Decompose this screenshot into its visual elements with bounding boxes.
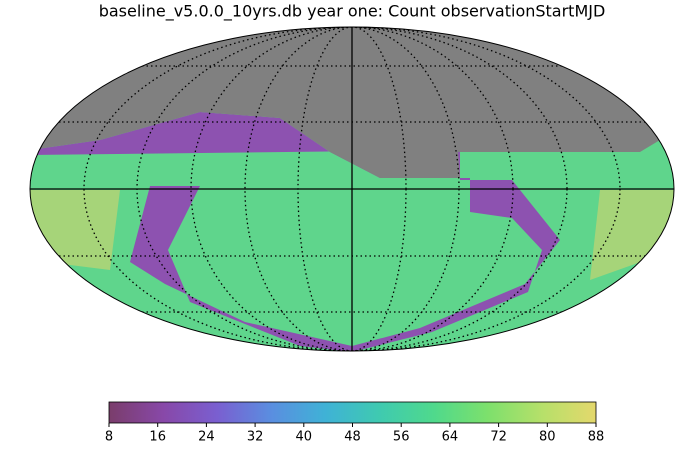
colorbar-tick-label: 40: [296, 430, 313, 445]
graticule: [30, 27, 674, 351]
colorbar-tick-label: 32: [247, 430, 264, 445]
colorbar-tick-label: 80: [539, 430, 556, 445]
colorbar-tick-label: 64: [442, 430, 459, 445]
sky-map: [30, 27, 674, 351]
map-region-high: [30, 190, 674, 280]
colorbar-tick-label: 56: [393, 430, 410, 445]
colorbar-tick-label: 24: [198, 430, 215, 445]
colorbar-tick-label: 8: [105, 430, 113, 445]
colorbar-tick-label: 72: [490, 430, 507, 445]
colorbar-tick-label: 16: [149, 430, 166, 445]
colorbar-tick-label: 48: [344, 430, 361, 445]
colorbar-tick-label: 88: [588, 430, 605, 445]
colorbar: [108, 401, 597, 424]
chart-title: baseline_v5.0.0_10yrs.db year one: Count…: [99, 2, 606, 22]
map-outline: [29, 26, 675, 352]
